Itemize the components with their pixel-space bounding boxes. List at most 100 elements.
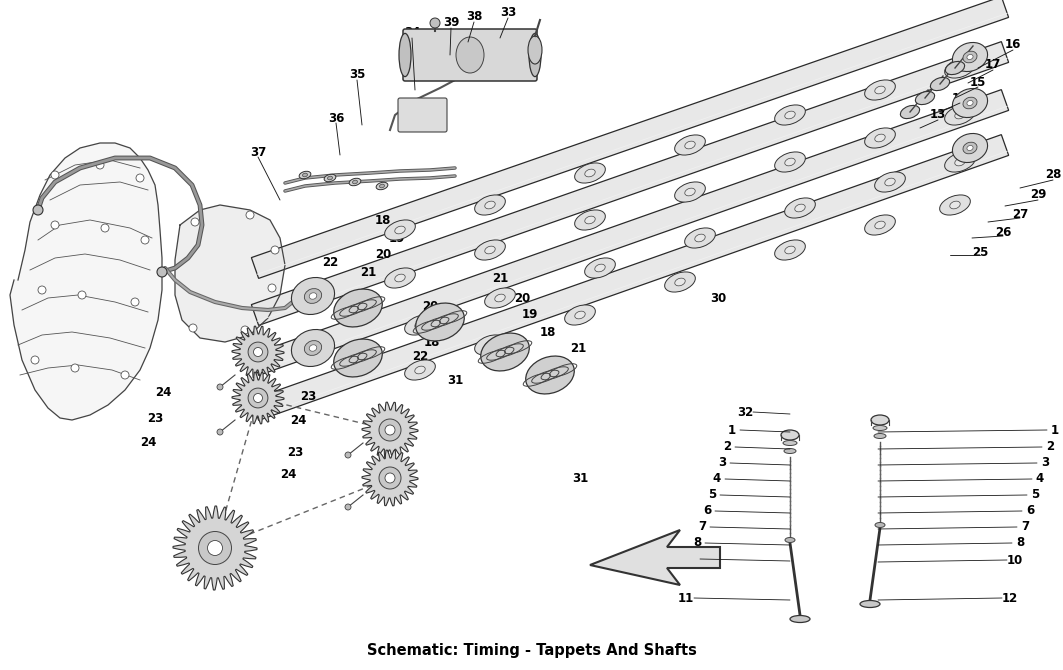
Ellipse shape [685, 228, 715, 248]
Circle shape [157, 267, 167, 277]
Ellipse shape [415, 321, 425, 329]
Ellipse shape [967, 145, 973, 151]
Circle shape [431, 18, 440, 28]
Text: 6: 6 [703, 505, 711, 517]
Text: 23: 23 [147, 411, 163, 425]
Text: 17: 17 [985, 58, 1001, 70]
Polygon shape [175, 205, 285, 342]
Ellipse shape [494, 294, 505, 302]
Ellipse shape [945, 152, 976, 172]
Text: 3: 3 [718, 456, 726, 470]
Polygon shape [251, 135, 1009, 420]
Polygon shape [251, 42, 1009, 326]
Polygon shape [10, 143, 162, 420]
Ellipse shape [949, 201, 960, 209]
Ellipse shape [871, 415, 889, 425]
Ellipse shape [529, 34, 541, 76]
Circle shape [246, 211, 254, 219]
Circle shape [268, 284, 276, 292]
Text: 21: 21 [492, 271, 508, 285]
Ellipse shape [875, 134, 885, 142]
Text: 19: 19 [389, 232, 405, 245]
Ellipse shape [303, 173, 307, 177]
Ellipse shape [349, 178, 360, 186]
Circle shape [191, 218, 199, 226]
Ellipse shape [790, 616, 810, 622]
Polygon shape [173, 506, 257, 590]
Text: 7: 7 [698, 521, 706, 533]
Text: 4: 4 [1035, 472, 1044, 486]
Ellipse shape [940, 195, 971, 215]
Ellipse shape [327, 176, 333, 180]
Ellipse shape [784, 537, 795, 543]
Ellipse shape [385, 220, 416, 240]
Circle shape [141, 236, 149, 244]
Text: 11: 11 [678, 592, 694, 604]
Ellipse shape [415, 366, 425, 374]
Ellipse shape [781, 430, 799, 440]
Ellipse shape [783, 440, 797, 446]
Text: 5: 5 [1031, 488, 1040, 502]
Circle shape [199, 531, 232, 565]
Ellipse shape [595, 264, 605, 272]
Text: 19: 19 [432, 318, 449, 332]
Text: 13: 13 [930, 109, 946, 121]
Text: 16: 16 [1005, 38, 1022, 52]
Ellipse shape [930, 78, 949, 90]
Circle shape [38, 286, 46, 294]
Ellipse shape [379, 184, 385, 188]
Ellipse shape [875, 221, 885, 229]
Ellipse shape [405, 315, 436, 335]
Ellipse shape [385, 268, 416, 288]
Text: 33: 33 [500, 5, 517, 19]
Ellipse shape [784, 198, 815, 218]
Text: 20: 20 [513, 291, 530, 304]
Ellipse shape [675, 182, 706, 202]
Ellipse shape [955, 111, 965, 119]
Polygon shape [362, 450, 418, 506]
Ellipse shape [695, 234, 705, 242]
Ellipse shape [575, 311, 586, 319]
Circle shape [31, 356, 39, 364]
Text: 3: 3 [1041, 456, 1049, 470]
Circle shape [78, 291, 86, 299]
Circle shape [207, 541, 222, 555]
Ellipse shape [475, 240, 505, 260]
Circle shape [217, 429, 223, 435]
Text: 1: 1 [728, 423, 736, 436]
Text: 29: 29 [1030, 188, 1046, 202]
Text: 20: 20 [422, 301, 438, 314]
Ellipse shape [675, 135, 706, 155]
Ellipse shape [334, 289, 383, 327]
Circle shape [96, 161, 104, 169]
Text: 2: 2 [1046, 440, 1054, 454]
Circle shape [248, 388, 268, 408]
Polygon shape [251, 0, 1009, 279]
Circle shape [248, 342, 268, 362]
Ellipse shape [864, 80, 895, 100]
Circle shape [51, 221, 60, 229]
Ellipse shape [304, 289, 322, 304]
Text: 38: 38 [466, 9, 483, 23]
Ellipse shape [775, 152, 806, 172]
Circle shape [253, 393, 263, 403]
Ellipse shape [955, 64, 965, 72]
Ellipse shape [585, 169, 595, 177]
Ellipse shape [309, 345, 317, 351]
Ellipse shape [334, 339, 383, 377]
Text: 2: 2 [723, 440, 731, 454]
Text: 18: 18 [540, 326, 556, 338]
Text: 39: 39 [443, 17, 459, 29]
Ellipse shape [945, 62, 964, 74]
Ellipse shape [685, 188, 695, 196]
Text: 9: 9 [688, 553, 696, 565]
Text: 32: 32 [737, 405, 753, 419]
Polygon shape [232, 372, 284, 424]
Text: 7: 7 [1020, 521, 1029, 533]
Text: 20: 20 [375, 249, 391, 261]
Ellipse shape [394, 226, 405, 234]
Ellipse shape [399, 34, 411, 76]
Ellipse shape [784, 448, 796, 454]
Ellipse shape [967, 100, 973, 106]
Ellipse shape [291, 277, 335, 314]
